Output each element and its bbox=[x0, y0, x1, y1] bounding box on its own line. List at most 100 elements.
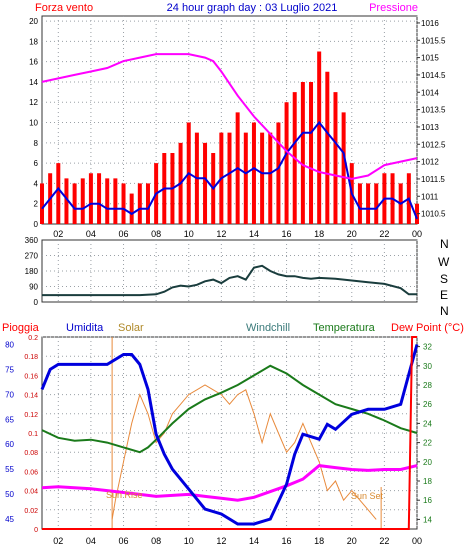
pressure-label: Pressione bbox=[369, 2, 418, 14]
y-tick-label-direction: 90 bbox=[29, 283, 38, 292]
y-tick-label-rain: 0.1 bbox=[28, 431, 38, 438]
y-tick-label-temperature: 24 bbox=[423, 419, 432, 428]
rain-line bbox=[42, 336, 417, 530]
y-tick-label-rain: 0 bbox=[34, 527, 38, 534]
y-tick-label-humidity: 65 bbox=[5, 415, 14, 424]
y-tick-label-temperature: 16 bbox=[423, 496, 432, 505]
y-tick-label-pressure: 1011.5 bbox=[421, 175, 445, 184]
x-tick-label: 00 bbox=[412, 536, 422, 546]
humidity-label: Umidita bbox=[66, 322, 104, 334]
temperature-line bbox=[41, 364, 418, 454]
y-tick-label-temperature: 26 bbox=[423, 400, 432, 409]
y-tick-label-wind: 18 bbox=[29, 37, 38, 46]
y-tick-label-wind: 16 bbox=[29, 58, 38, 67]
x-tick-label: 12 bbox=[216, 536, 226, 546]
wind-speed-label: Forza vento bbox=[35, 2, 93, 14]
y-tick-label-rain: 0.18 bbox=[24, 354, 38, 361]
rain-label: Pioggia bbox=[2, 322, 40, 334]
y-tick-label-humidity: 60 bbox=[5, 440, 14, 449]
y-tick-label-pressure: 1011 bbox=[421, 192, 439, 201]
x-tick-label: 06 bbox=[119, 229, 129, 239]
x-tick-label: 10 bbox=[184, 536, 194, 546]
dir-letter-e: E bbox=[440, 288, 448, 302]
y-tick-label-wind: 14 bbox=[29, 78, 38, 87]
x-tick-label: 22 bbox=[379, 536, 389, 546]
y-tick-label-wind: 2 bbox=[34, 200, 39, 209]
x-tick-label: 16 bbox=[282, 229, 292, 239]
sunrise-annotation: Sun Rise bbox=[106, 490, 143, 500]
y-tick-label-temperature: 32 bbox=[423, 343, 432, 352]
y-tick-label-wind: 0 bbox=[34, 220, 39, 229]
y-tick-label-temperature: 20 bbox=[423, 458, 432, 467]
x-tick-label: 14 bbox=[249, 536, 259, 546]
y-tick-label-pressure: 1012 bbox=[421, 158, 439, 167]
chart-title: 24 hour graph day : 03 Luglio 2021 bbox=[167, 2, 338, 14]
y-tick-label-direction: 180 bbox=[25, 267, 39, 276]
y-tick-label-pressure: 1015 bbox=[421, 54, 439, 63]
y-tick-label-pressure: 1013 bbox=[421, 123, 439, 132]
dir-letter-n-top: N bbox=[440, 237, 449, 251]
y-tick-label-pressure: 1014 bbox=[421, 88, 439, 97]
series-layer bbox=[40, 51, 419, 530]
y-tick-label-rain: 0.16 bbox=[24, 373, 38, 380]
y-tick-label-temperature: 14 bbox=[423, 515, 432, 524]
y-tick-label-humidity: 70 bbox=[5, 390, 14, 399]
solar-label: Solar bbox=[118, 322, 144, 334]
y-tick-label-temperature: 22 bbox=[423, 439, 432, 448]
x-tick-label: 04 bbox=[86, 229, 96, 239]
y-tick-label-rain: 0.2 bbox=[28, 335, 38, 342]
solar-line bbox=[111, 384, 377, 520]
y-tick-label-rain: 0.02 bbox=[24, 508, 38, 515]
dewpoint-line bbox=[41, 464, 418, 502]
y-tick-label-pressure: 1010.5 bbox=[421, 210, 446, 219]
y-tick-label-rain: 0.12 bbox=[24, 412, 38, 419]
wind-average-line bbox=[41, 120, 418, 220]
x-tick-label: 06 bbox=[119, 536, 129, 546]
x-tick-label: 04 bbox=[86, 536, 96, 546]
x-tick-label: 20 bbox=[347, 536, 357, 546]
pressure-line bbox=[41, 53, 418, 180]
x-tick-label: 00 bbox=[412, 229, 422, 239]
y-tick-label-pressure: 1015.5 bbox=[421, 36, 446, 45]
y-tick-label-wind: 4 bbox=[34, 179, 39, 188]
y-tick-label-temperature: 30 bbox=[423, 362, 432, 371]
x-tick-label: 22 bbox=[379, 229, 389, 239]
y-tick-label-humidity: 45 bbox=[5, 515, 14, 524]
humidity-line bbox=[40, 344, 419, 526]
x-tick-label: 08 bbox=[151, 229, 161, 239]
wind-direction-line bbox=[42, 264, 417, 297]
y-tick-label-humidity: 80 bbox=[5, 340, 14, 349]
x-tick-label: 18 bbox=[314, 536, 324, 546]
windchill-label: Windchill bbox=[246, 322, 290, 334]
axis-layer: 0202040406060808101012121414161618182020… bbox=[5, 17, 446, 546]
dir-letter-s: S bbox=[440, 272, 448, 286]
y-tick-label-pressure: 1012.5 bbox=[421, 140, 446, 149]
y-tick-label-pressure: 1016 bbox=[421, 19, 439, 28]
y-tick-label-rain: 0.06 bbox=[24, 469, 38, 476]
y-tick-label-humidity: 50 bbox=[5, 490, 14, 499]
x-tick-label: 18 bbox=[314, 229, 324, 239]
y-tick-label-wind: 8 bbox=[34, 139, 39, 148]
y-tick-label-wind: 10 bbox=[29, 119, 38, 128]
x-tick-label: 02 bbox=[53, 536, 63, 546]
x-tick-label: 14 bbox=[249, 229, 259, 239]
y-tick-label-humidity: 55 bbox=[5, 465, 14, 474]
temperature-label: Temperatura bbox=[313, 322, 376, 334]
y-tick-label-direction: 0 bbox=[34, 298, 39, 307]
y-tick-label-temperature: 18 bbox=[423, 477, 432, 486]
x-tick-label: 20 bbox=[347, 229, 357, 239]
y-tick-label-rain: 0.14 bbox=[24, 393, 38, 400]
y-tick-label-rain: 0.04 bbox=[24, 489, 38, 496]
x-tick-label: 12 bbox=[216, 229, 226, 239]
y-tick-label-humidity: 75 bbox=[5, 365, 14, 374]
dir-letter-n-bottom: N bbox=[440, 304, 449, 318]
dewpoint-label: Dew Point (°C) bbox=[391, 322, 464, 334]
y-tick-label-wind: 20 bbox=[29, 17, 38, 26]
y-tick-label-wind: 6 bbox=[34, 159, 39, 168]
x-tick-label: 16 bbox=[282, 536, 292, 546]
sunset-annotation: Sun Set bbox=[351, 491, 384, 501]
y-tick-label-wind: 12 bbox=[29, 98, 38, 107]
y-tick-label-pressure: 1014.5 bbox=[421, 71, 446, 80]
y-tick-label-rain: 0.08 bbox=[24, 450, 38, 457]
